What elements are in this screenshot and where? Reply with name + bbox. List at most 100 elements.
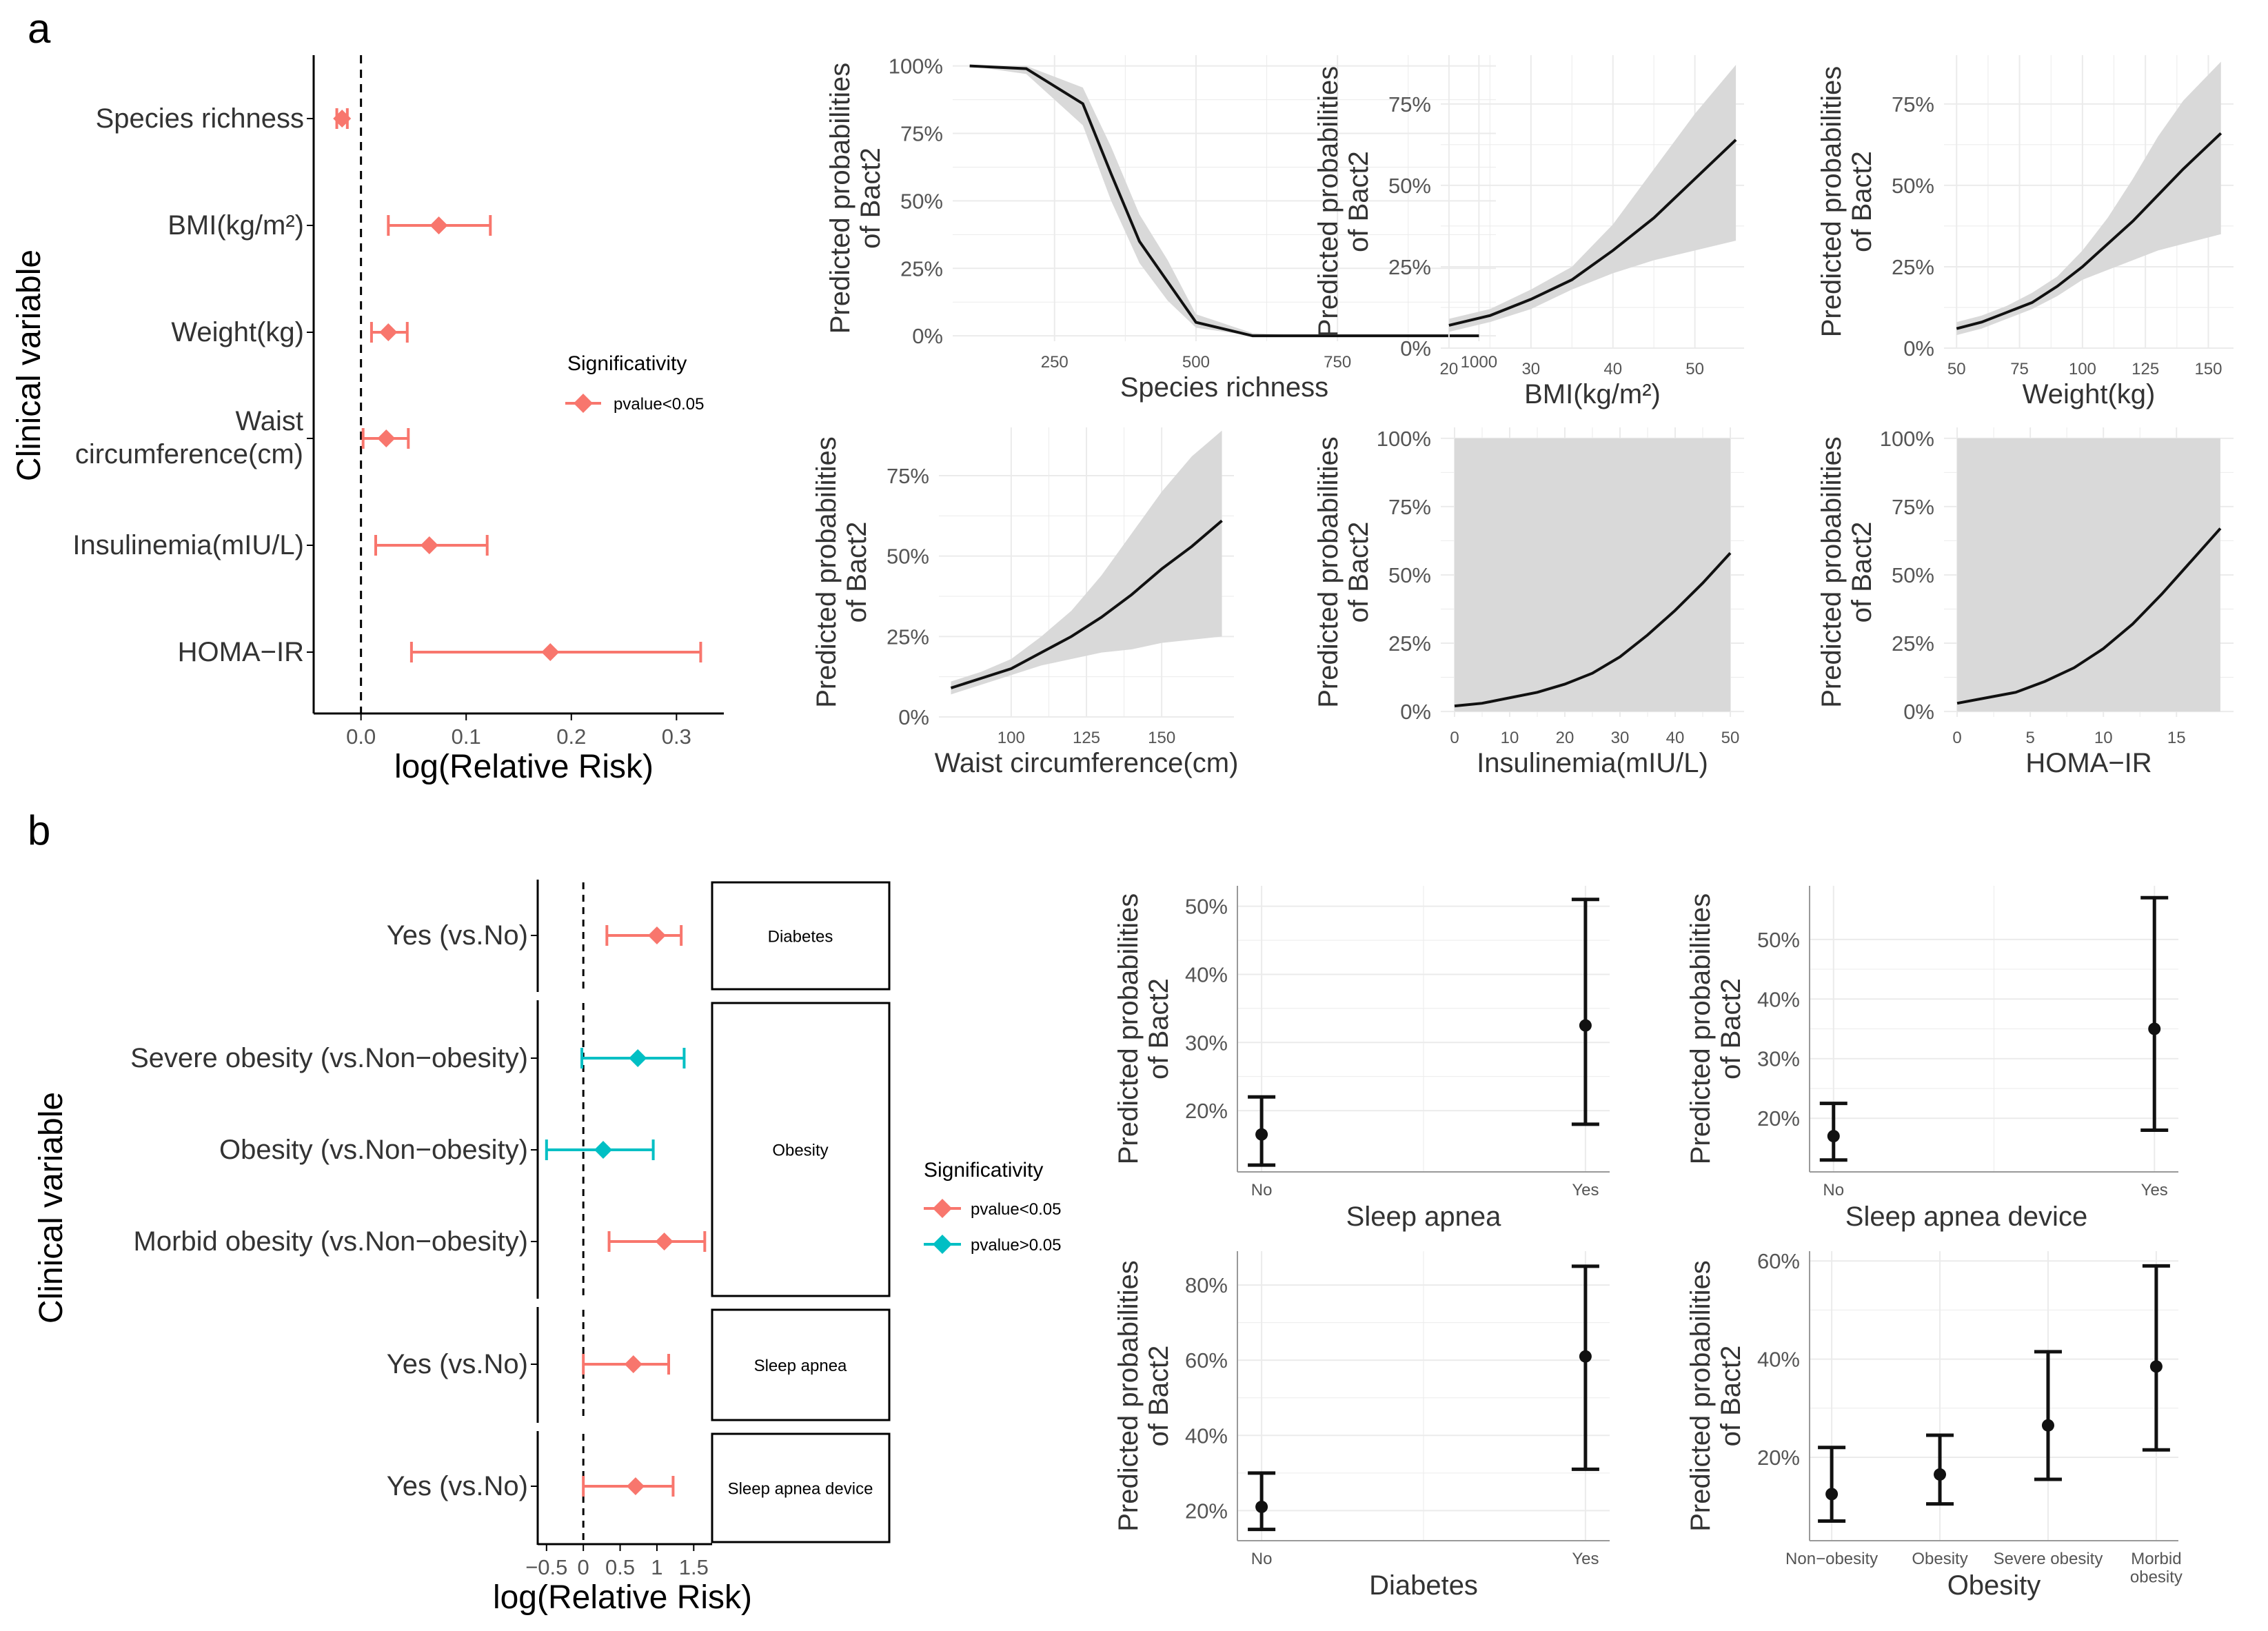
x-tick-label-line: No [1823, 1181, 1844, 1199]
point-estimate [379, 323, 398, 341]
y-axis-title-line: of Bact2 [855, 148, 886, 249]
y-axis-title: Predicted probabilitiesof Bact2 [1313, 66, 1374, 338]
y-axis-title-line: of Bact2 [842, 522, 872, 623]
y-axis-title-line: of Bact2 [1716, 1346, 1746, 1447]
x-tick-label-line: No [1251, 1181, 1273, 1199]
x-tick-label: 20 [1556, 729, 1575, 747]
point-estimate [2041, 1419, 2054, 1432]
panel-a-label: a [28, 6, 51, 52]
legend-b-item-sig: pvalue<0.05 [971, 1200, 1061, 1219]
y-axis-title-line: of Bact2 [1716, 978, 1746, 1080]
confidence-ribbon [1956, 61, 2221, 336]
y-axis-title: Predicted probabilitiesof Bact2 [825, 63, 886, 334]
forest-a-xlabel: log(Relative Risk) [394, 749, 654, 785]
x-tick-label-line: Severe obesity [1994, 1550, 2103, 1568]
point-estimate [647, 926, 666, 944]
x-axis-title: BMI(kg/m²) [1524, 379, 1661, 409]
y-axis-title-line: Predicted probabilities [1313, 66, 1344, 338]
y-axis-title: Predicted probabilitiesof Bact2 [1685, 893, 1746, 1165]
confidence-ribbon [951, 430, 1222, 695]
legend-a-item: pvalue<0.05 [614, 395, 704, 414]
y-tick-label: 40% [1757, 1348, 1800, 1372]
point-estimate [2148, 1022, 2161, 1035]
y-axis-title-line: of Bact2 [1144, 978, 1174, 1080]
x-tick-label: Yes [2141, 1181, 2168, 1199]
point-estimate [1825, 1488, 1839, 1501]
point-estimate [1255, 1128, 1268, 1141]
y-tick-label: 0% [1903, 336, 1934, 361]
confidence-ribbon [1957, 438, 2220, 712]
y-tick-label: 50% [1388, 563, 1431, 587]
y-tick-label: 0% [1400, 336, 1431, 361]
y-axis-title: Predicted probabilitiesof Bact2 [1313, 436, 1374, 708]
row-label: Yes (vs.No) [387, 1471, 528, 1501]
point-estimate [1827, 1130, 1840, 1143]
y-axis-title-line: Predicted probabilities [1313, 436, 1344, 708]
y-tick-label: 30% [1185, 1031, 1228, 1055]
y-axis-title: Predicted probabilitiesof Bact2 [811, 436, 872, 708]
y-tick-label: 100% [1880, 427, 1934, 451]
x-tick-label-line: obesity [2130, 1568, 2183, 1586]
y-axis-title: Predicted probabilitiesof Bact2 [1685, 1260, 1746, 1532]
x-axis-title: Weight(kg) [2023, 379, 2156, 409]
prediction-line [1956, 527, 2222, 705]
chart-sleep-apnea-device: No Yes 20% 30% 40% 50% Sleep apnea device Predi… [1685, 886, 2178, 1232]
y-axis-title: Predicted probabilitiesof Bact2 [1816, 66, 1877, 338]
x-tick-label: 500 [1182, 353, 1210, 372]
y-tick-label: 50% [900, 189, 943, 213]
x-axis-title: Species richness [1120, 372, 1328, 403]
row-label: Morbid obesity (vs.Non−obesity) [134, 1226, 528, 1257]
y-axis-title-line: Predicted probabilities [1113, 1260, 1144, 1532]
y-tick-label: 25% [887, 625, 929, 649]
chart-sleep-apnea: No Yes 20% 30% 40% 50% Sleep apnea Predicted pr… [1113, 886, 1610, 1232]
prediction-line [1956, 132, 2223, 330]
x-tick-label-line: Yes [2141, 1181, 2168, 1199]
y-tick-label: 40% [1757, 987, 1800, 1011]
x-tick-label: Yes [1572, 1181, 1599, 1199]
point-estimate [594, 1141, 613, 1159]
x-tick-label: 150 [1148, 729, 1175, 747]
panel-b-label: b [28, 807, 50, 853]
x-tick-label: No [1251, 1181, 1273, 1199]
y-axis-title-line: Predicted probabilities [1685, 893, 1716, 1165]
y-tick-label: 75% [887, 464, 929, 488]
y-tick-label: 0% [912, 324, 943, 348]
confidence-ribbon [1455, 438, 1730, 712]
x-axis-title: Insulinemia(mIU/L) [1477, 748, 1708, 778]
y-axis-title-line: of Bact2 [1144, 1346, 1174, 1447]
y-axis-title-line: Predicted probabilities [825, 63, 855, 334]
x-tick-label-line: Yes [1572, 1181, 1599, 1199]
x-tick-label: 1000 [1461, 353, 1497, 372]
y-tick-label: 0% [1400, 700, 1431, 724]
x-tick-label: Yes [1572, 1550, 1599, 1568]
chart-weight: 50 75 100 125 150 0% 25% 50% 75% Weight(kg) Predic… [1816, 55, 2234, 409]
row-label: Waist circumference(cm) [75, 406, 303, 469]
y-axis-title-line: Predicted probabilities [811, 436, 842, 708]
point-estimate [429, 216, 448, 234]
y-axis-title: Predicted probabilitiesof Bact2 [1816, 436, 1877, 708]
x-tick-label: 50 [1721, 729, 1740, 747]
legend-b: Significativity pvalue<0.05 pvalue>0.05 [924, 1159, 1061, 1255]
x-tick-label: No [1251, 1550, 1273, 1568]
point-estimate [626, 1477, 645, 1495]
y-tick-label: 75% [1892, 495, 1934, 519]
legend-b-title: Significativity [924, 1159, 1043, 1182]
y-axis-title-line: Predicted probabilities [1816, 66, 1847, 338]
row-label: Insulinemia(mIU/L) [72, 530, 304, 560]
x-tick-label: Non−obesity [1785, 1550, 1878, 1568]
y-axis-title-line: of Bact2 [1847, 151, 1877, 252]
point-estimate [629, 1049, 647, 1067]
y-axis-title-line: Predicted probabilities [1816, 436, 1847, 708]
facet-strip [711, 1432, 891, 1543]
y-tick-label: 100% [1377, 427, 1431, 451]
y-tick-label: 20% [1757, 1446, 1800, 1470]
x-tick-label: 30 [1521, 360, 1540, 378]
x-tick-label: 0.2 [556, 725, 586, 749]
point-estimate [1934, 1468, 1947, 1481]
facet-strip [711, 881, 891, 991]
y-axis-title-line: of Bact2 [1344, 522, 1374, 623]
point-estimate [1579, 1350, 1592, 1363]
x-tick-label: 75 [2010, 360, 2029, 378]
x-tick-label-line: Morbid [2131, 1550, 2181, 1568]
point-estimate [655, 1233, 674, 1250]
